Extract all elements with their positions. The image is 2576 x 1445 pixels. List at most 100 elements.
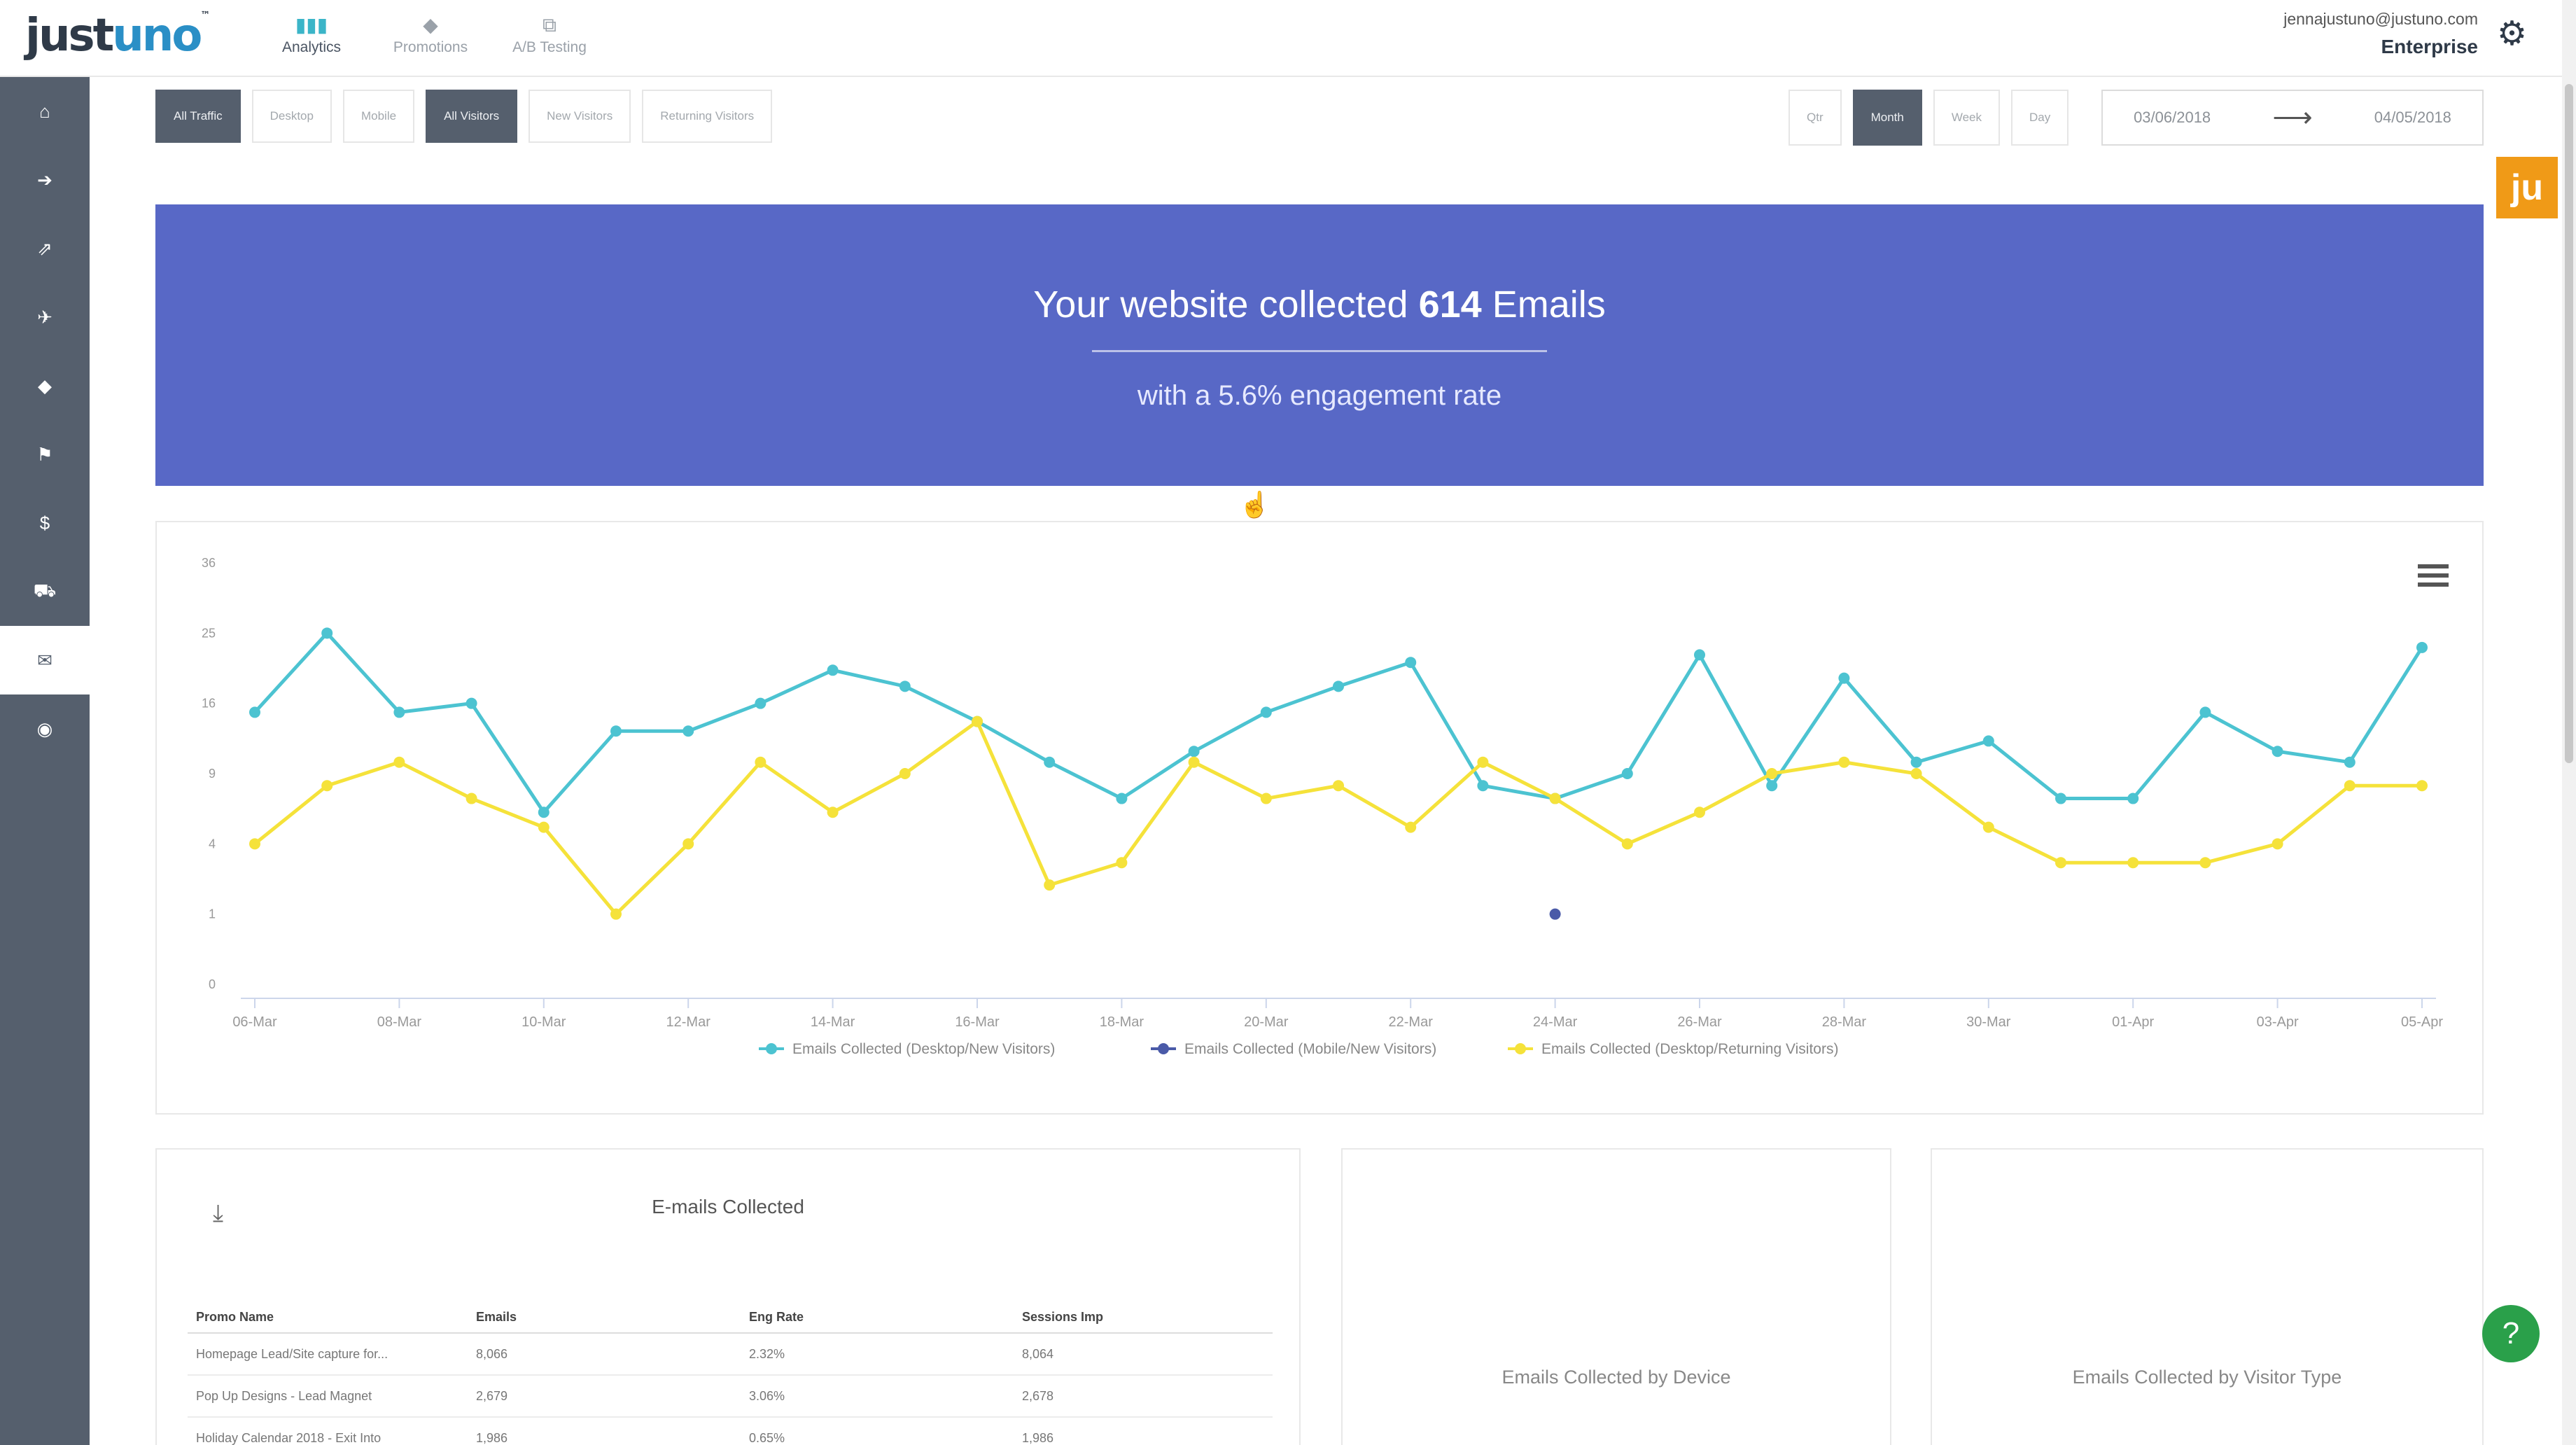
cell-emails: 2,679 [468,1375,741,1418]
tags-icon: ◆ [38,375,52,396]
data-point [1694,649,1705,661]
legend-item: Emails Collected (Desktop/New Visitors) [792,1041,1055,1057]
x-tick-label: 28-Mar [1822,1014,1867,1030]
emails-table: Promo Name Emails Eng Rate Sessions Imp … [188,1302,1273,1445]
data-point [682,838,694,850]
sidebar-item-plane[interactable]: ✈ [0,283,90,351]
table-row[interactable]: Holiday Calendar 2018 - Exit Into 1,986 … [188,1417,1273,1445]
data-point [393,756,405,768]
data-point [1910,768,1922,779]
data-point [1621,768,1633,779]
x-tick-label: 08-Mar [377,1014,422,1030]
start-date[interactable]: 03/06/2018 [2134,109,2211,126]
filter-all-visitors[interactable]: All Visitors [426,90,518,143]
banner-engagement-rate: with a 5.6% engagement rate [1137,380,1502,411]
data-point [1477,780,1489,792]
data-point [2416,641,2428,653]
col-promo-name[interactable]: Promo Name [188,1302,468,1334]
filter-desktop[interactable]: Desktop [251,90,332,143]
emails-by-device-panel: Emails Collected by Device [1341,1148,1891,1445]
filter-all-traffic[interactable]: All Traffic [155,90,241,143]
sidebar-item-flag[interactable]: ⚑ [0,420,90,489]
data-point [1549,793,1561,804]
data-point [1549,908,1561,920]
data-point [899,768,911,779]
x-tick-label: 03-Apr [2257,1014,2299,1030]
cell-emails: 1,986 [468,1417,741,1445]
y-tick-label: 4 [209,837,216,851]
x-tick-label: 24-Mar [1533,1014,1578,1030]
chart-canvas: 0 1 4 9 16 25 36 06-Mar 08-Mar 10-Mar 12-Mar 14-Mar… [202,556,2443,1057]
end-date[interactable]: 04/05/2018 [2374,109,2451,126]
logo-trademark: ™ [200,10,211,21]
table-header-row: Promo Name Emails Eng Rate Sessions Imp [188,1302,1273,1334]
sidebar-item-tags[interactable]: ◆ [0,351,90,420]
data-point [2055,857,2066,869]
data-point [1838,756,1850,768]
period-day[interactable]: Day [2011,90,2069,146]
chart-menu-icon[interactable] [2418,564,2449,592]
nav-analytics[interactable]: ▮▮▮ Analytics [266,11,357,56]
data-point [610,908,622,920]
emails-by-device-title: Emails Collected by Device [1502,1367,1731,1388]
dollar-icon: $ [39,512,50,533]
col-emails[interactable]: Emails [468,1302,741,1334]
gear-icon[interactable]: ⚙ [2496,15,2527,53]
date-range-picker[interactable]: 03/06/2018 ⟶ 04/05/2018 [2101,90,2484,146]
justuno-logo[interactable]: justuno™ [25,10,210,62]
cell-promo-name: Holiday Calendar 2018 - Exit Into [188,1417,468,1445]
sidebar-item-envelope[interactable]: ✉ [0,626,90,694]
legend-item: Emails Collected (Mobile/New Visitors) [1184,1041,1436,1057]
data-point [1910,756,1922,768]
user-info[interactable]: jennajustuno@justuno.com Enterprise [2283,10,2478,58]
filter-returning-visitors[interactable]: Returning Visitors [642,90,773,143]
external-link-icon: ⇗ [37,237,52,259]
emails-by-visitor-type-title: Emails Collected by Visitor Type [2072,1367,2342,1388]
cell-emails: 8,066 [468,1333,741,1376]
nav-promotions-label: Promotions [393,39,468,55]
period-month[interactable]: Month [1852,90,1922,146]
data-point [249,838,260,850]
sidebar-item-sign-out[interactable]: ➔ [0,146,90,214]
download-icon[interactable]: ⤓ [213,1200,224,1227]
sidebar-item-cart[interactable]: ⛟ [0,557,90,626]
data-point [1188,746,1200,758]
table-row[interactable]: Homepage Lead/Site capture for... 8,066 … [188,1333,1273,1376]
nav-promotions[interactable]: ◆ Promotions [385,11,476,56]
table-row[interactable]: Pop Up Designs - Lead Magnet 2,679 3.06%… [188,1375,1273,1418]
envelope-icon: ✉ [37,649,52,671]
y-tick-label: 25 [202,626,216,640]
data-point [1333,780,1344,792]
x-tick-label: 05-Apr [2401,1014,2443,1030]
ju-chat-badge[interactable]: ju [2496,157,2558,218]
x-tick-label: 10-Mar [522,1014,566,1030]
scrollbar-thumb[interactable] [2565,84,2573,763]
x-tick-label: 06-Mar [232,1014,277,1030]
sidebar-item-external-link[interactable]: ⇗ [0,214,90,283]
sidebar-item-dollar[interactable]: $ [0,489,90,557]
period-week[interactable]: Week [1933,90,2001,146]
filter-mobile[interactable]: Mobile [342,90,415,143]
emails-collected-panel: ⤓ E-mails Collected Promo Name Emails En… [155,1148,1301,1445]
sidebar-item-dashboard[interactable]: ◉ [0,694,90,763]
flag-icon: ⚑ [36,443,53,465]
nav-ab-testing[interactable]: ⧉ A/B Testing [504,11,595,56]
data-point [2416,780,2428,792]
y-tick-label: 16 [202,697,216,711]
nav-analytics-label: Analytics [281,39,342,55]
data-point [465,697,477,709]
cell-promo-name: Homepage Lead/Site capture for... [188,1333,468,1376]
help-icon[interactable]: ? [2482,1305,2540,1362]
cell-eng-rate: 0.65% [741,1417,1014,1445]
filter-new-visitors[interactable]: New Visitors [528,90,631,143]
sidebar-item-home[interactable]: ⌂ [0,77,90,146]
data-point [249,706,260,718]
tag-icon: ◆ [423,14,438,36]
data-point [1044,756,1056,768]
col-eng-rate[interactable]: Eng Rate [741,1302,1014,1334]
data-point [1838,672,1850,684]
page-scrollbar[interactable] [2562,0,2576,1445]
col-sessions-imp[interactable]: Sessions Imp [1014,1302,1273,1334]
period-qtr[interactable]: Qtr [1788,90,1842,146]
cell-sessions-imp: 8,064 [1014,1333,1273,1376]
